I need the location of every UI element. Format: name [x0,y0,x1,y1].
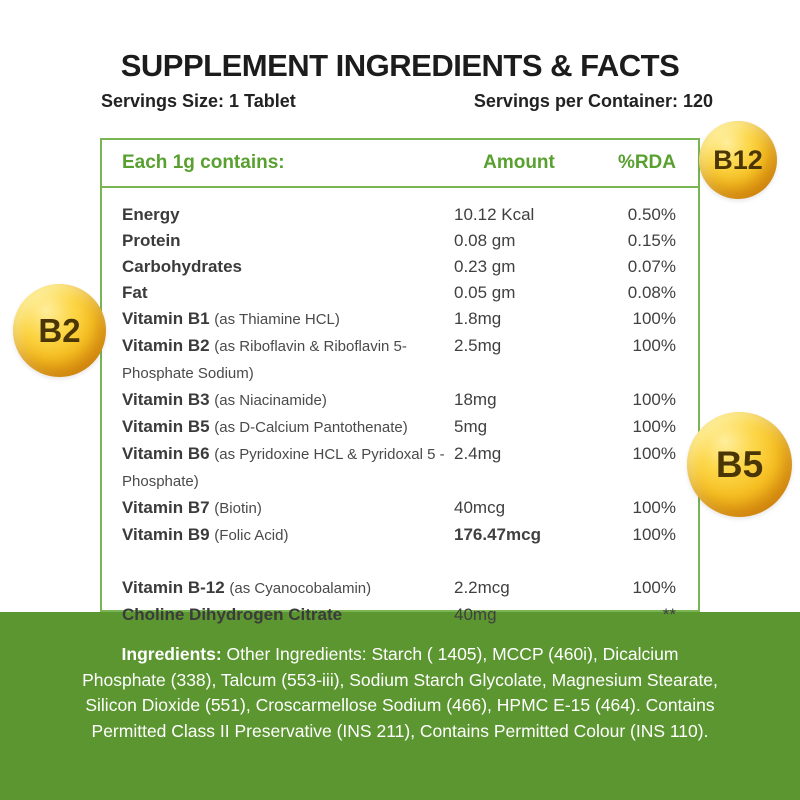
amount-value: 0.05 gm [454,283,516,302]
ingredient-name: Vitamin B-12 (as Cyanocobalamin) [122,578,372,597]
ingredient-name: Protein [122,231,181,250]
table-row: Energy 10.12 Kcal 0.50% [122,202,676,228]
rda-value: 100% [632,525,676,544]
rda-value: ** [662,605,676,624]
amount-value: 18mg [454,390,497,409]
table-row: Vitamin B3 (as Niacinamide) 18mg 100% [122,387,676,414]
ingredient-name: Energy [122,205,180,224]
ingredient-name: Vitamin B2 (as Riboflavin & Riboflavin 5… [122,336,407,382]
ingredient-detail: (as Riboflavin & Riboflavin 5-Phosphate … [122,338,407,382]
table-row: Fat 0.05 gm 0.08% [122,280,676,306]
ingredient-name: Choline Dihydrogen Citrate [122,605,343,624]
table-row: Protein 0.08 gm 0.15% [122,228,676,254]
table-row: Vitamin B1 (as Thiamine HCL) 1.8mg 100% [122,306,676,333]
servings-row: Servings Size: 1 Tablet Servings per Con… [101,91,713,112]
rda-value: 100% [632,390,676,409]
vitamin-b5-badge: B5 [687,412,792,517]
ingredient-name: Vitamin B1 (as Thiamine HCL) [122,309,340,328]
badge-label: B12 [713,144,763,175]
rda-value: 0.08% [627,283,676,302]
vitamin-b12-badge: B12 [699,121,777,199]
ingredient-name: Carbohydrates [122,257,242,276]
vitamin-b2-badge: B2 [13,284,106,377]
amount-value: 40mcg [454,498,506,517]
amount-value: 10.12 Kcal [454,205,535,224]
table-row: Choline Dihydrogen Citrate 40mg ** [122,602,676,628]
rda-value: 0.15% [627,231,676,250]
ingredient-detail: (as Pyridoxine HCL & Pyridoxal 5 - Phosp… [122,446,445,490]
table-row: Vitamin B6 (as Pyridoxine HCL & Pyridoxa… [122,441,676,495]
table-row: Vitamin B2 (as Riboflavin & Riboflavin 5… [122,333,676,387]
amount-value: 0.23 gm [454,257,516,276]
ingredients-body: Other Ingredients: Starch ( 1405), MCCP … [82,644,718,741]
rda-value: 100% [632,444,676,463]
ingredient-detail: (Folic Acid) [214,527,289,544]
ingredient-name: Vitamin B5 (as D-Calcium Pantothenate) [122,417,408,436]
column-header-rda: %RDA [617,152,676,173]
table-row: Vitamin B5 (as D-Calcium Pantothenate) 5… [122,414,676,441]
serving-size-text: Servings Size: 1 Tablet [101,91,296,111]
rda-value: 100% [632,336,676,355]
page-title: SUPPLEMENT INGREDIENTS & FACTS [120,48,680,83]
column-header-contains: Each 1g contains: [122,152,285,173]
rda-value: 100% [632,309,676,328]
ingredient-name: Vitamin B7 (Biotin) [122,498,262,517]
supplement-facts-table: Each 1g contains: Amount %RDA Energy 10.… [100,138,700,624]
amount-value: 2.5mg [454,336,502,355]
ingredient-detail: (as Thiamine HCL) [214,311,340,328]
table-body: Energy 10.12 Kcal 0.50% Protein 0.08 gm … [102,188,698,628]
rda-value: 100% [632,417,676,436]
ingredient-detail: (as Niacinamide) [214,392,327,409]
ingredient-detail: (Biotin) [214,500,262,517]
table-row: Carbohydrates 0.23 gm 0.07% [122,254,676,280]
rda-value: 100% [632,578,676,597]
ingredients-section: Ingredients: Other Ingredients: Starch (… [0,612,800,800]
ingredient-name: Vitamin B6 (as Pyridoxine HCL & Pyridoxa… [122,444,445,490]
table-row: Vitamin B7 (Biotin) 40mcg 100% [122,495,676,522]
amount-value: 1.8mg [454,309,502,328]
ingredients-text: Ingredients: Other Ingredients: Starch (… [78,642,722,744]
table-header-row: Each 1g contains: Amount %RDA [102,140,698,188]
amount-value: 0.08 gm [454,231,516,250]
rda-value: 0.07% [627,257,676,276]
ingredients-label: Ingredients: [121,644,222,664]
amount-value: 5mg [454,417,488,436]
badge-label: B5 [715,443,764,485]
table-row: Vitamin B-12 (as Cyanocobalamin) 2.2mcg … [122,575,676,602]
ingredient-name: Fat [122,283,148,302]
amount-value: 176.47mcg [454,525,541,544]
column-header-amount: Amount [483,152,555,173]
ingredient-name: Vitamin B9 (Folic Acid) [122,525,289,544]
ingredient-detail: (as D-Calcium Pantothenate) [214,419,408,436]
amount-value: 2.4mg [454,444,502,463]
ingredient-detail: (as Cyanocobalamin) [229,580,372,597]
amount-value: 2.2mcg [454,578,510,597]
badge-label: B2 [38,311,81,349]
rda-value: 100% [632,498,676,517]
servings-per-container-text: Servings per Container: 120 [473,91,713,111]
amount-value: 40mg [454,605,497,624]
rda-value: 0.50% [627,205,676,224]
table-row: Vitamin B9 (Folic Acid) 176.47mcg 100% [122,522,676,549]
ingredient-name: Vitamin B3 (as Niacinamide) [122,390,327,409]
